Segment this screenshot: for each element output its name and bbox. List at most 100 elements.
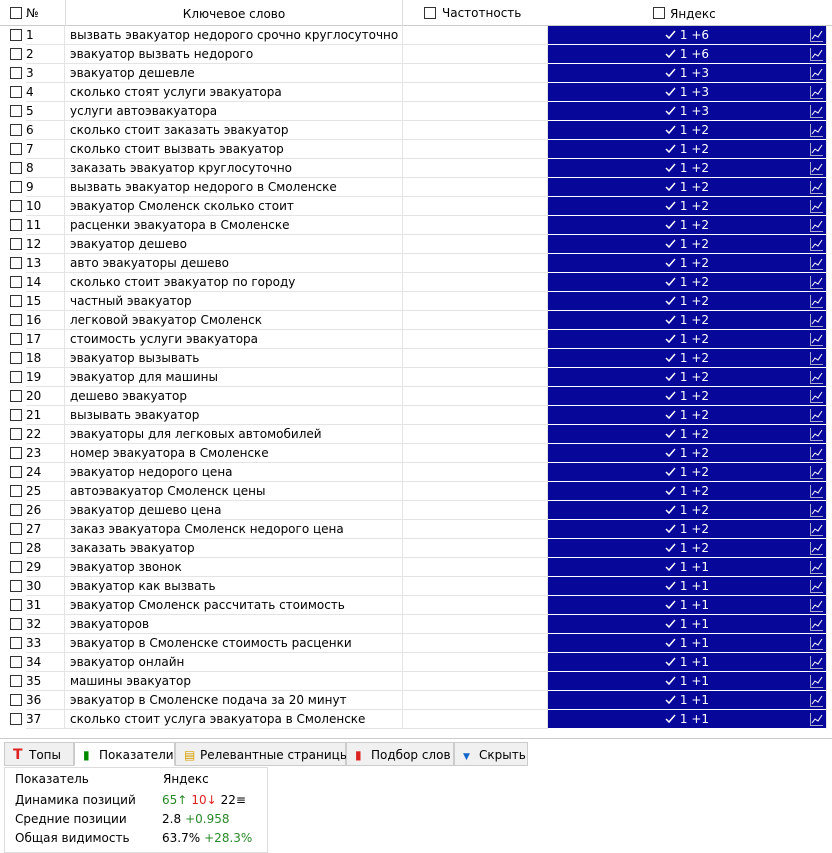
frequency <box>403 501 548 520</box>
checkbox[interactable] <box>10 504 22 516</box>
checkbox[interactable] <box>10 257 22 269</box>
checkbox[interactable] <box>10 295 22 307</box>
checkbox[interactable] <box>10 713 22 725</box>
chart-icon[interactable] <box>810 637 823 650</box>
checkbox[interactable] <box>10 181 22 193</box>
checkbox[interactable] <box>10 67 22 79</box>
chart-icon[interactable] <box>810 219 823 232</box>
chart-icon[interactable] <box>810 238 823 251</box>
checkbox[interactable] <box>10 447 22 459</box>
checkbox[interactable] <box>10 29 22 41</box>
chart-icon[interactable] <box>810 675 823 688</box>
position: 1 <box>679 142 688 156</box>
checkbox[interactable] <box>10 48 22 60</box>
chart-icon[interactable] <box>810 561 823 574</box>
position: 1 <box>679 579 688 593</box>
checkbox[interactable] <box>10 561 22 573</box>
chart-icon[interactable] <box>810 181 823 194</box>
yandex-cell: 1 +2 <box>548 159 827 178</box>
chart-icon[interactable] <box>810 105 823 118</box>
checkbox[interactable] <box>10 105 22 117</box>
chart-icon[interactable] <box>810 542 823 555</box>
keyword: эвакуатор Смоленск сколько стоит <box>65 197 403 216</box>
header-keyword[interactable]: Ключевое слово <box>65 0 403 26</box>
checkbox[interactable] <box>10 694 22 706</box>
checkbox[interactable] <box>10 637 22 649</box>
checkbox[interactable] <box>10 276 22 288</box>
chart-icon[interactable] <box>810 523 823 536</box>
chart-icon[interactable] <box>810 485 823 498</box>
checkbox[interactable] <box>10 656 22 668</box>
checkbox[interactable] <box>424 7 436 19</box>
chart-icon[interactable] <box>810 713 823 726</box>
chart-icon[interactable] <box>810 656 823 669</box>
chart-icon[interactable] <box>810 295 823 308</box>
header-frequency[interactable]: Частотность <box>442 6 522 20</box>
chart-icon[interactable] <box>810 257 823 270</box>
checkbox[interactable] <box>10 7 22 19</box>
checkbox[interactable] <box>10 219 22 231</box>
chart-icon[interactable] <box>810 86 823 99</box>
checkbox[interactable] <box>10 599 22 611</box>
chart-icon[interactable] <box>810 466 823 479</box>
chart-icon[interactable] <box>810 124 823 137</box>
checkbox[interactable] <box>10 675 22 687</box>
chart-icon[interactable] <box>810 599 823 612</box>
checkbox[interactable] <box>10 390 22 402</box>
tab[interactable]: ▼ Скрыть <box>454 742 528 766</box>
checkbox[interactable] <box>10 314 22 326</box>
keyword: номер эвакуатора в Смоленске <box>65 444 403 463</box>
chart-icon[interactable] <box>810 333 823 346</box>
position-change: +2 <box>691 351 710 365</box>
position: 1 <box>679 617 688 631</box>
row-number: 16 <box>26 311 65 330</box>
checkbox[interactable] <box>10 466 22 478</box>
chart-icon[interactable] <box>810 352 823 365</box>
yandex-cell: 1 +2 <box>548 178 827 197</box>
checkbox[interactable] <box>10 618 22 630</box>
checkbox[interactable] <box>10 542 22 554</box>
checkbox[interactable] <box>653 7 665 19</box>
chart-icon[interactable] <box>810 371 823 384</box>
tab[interactable]: T Топы <box>4 742 74 766</box>
checkbox[interactable] <box>10 352 22 364</box>
chart-icon[interactable] <box>810 67 823 80</box>
checkbox[interactable] <box>10 409 22 421</box>
header-yandex[interactable]: Яндекс <box>670 7 716 21</box>
position-change: +1 <box>691 674 710 688</box>
checkbox[interactable] <box>10 485 22 497</box>
chart-icon[interactable] <box>810 143 823 156</box>
chart-icon[interactable] <box>810 48 823 61</box>
chart-icon[interactable] <box>810 314 823 327</box>
checkbox[interactable] <box>10 162 22 174</box>
splitter[interactable] <box>0 738 832 739</box>
tab[interactable]: ▮ Показатели <box>74 742 175 766</box>
chart-icon[interactable] <box>810 409 823 422</box>
tab[interactable]: ▤ Релевантные страницы <box>175 742 349 766</box>
chart-icon[interactable] <box>810 428 823 441</box>
checkbox[interactable] <box>10 428 22 440</box>
checkbox[interactable] <box>10 200 22 212</box>
checkbox[interactable] <box>10 238 22 250</box>
position-change: +2 <box>691 446 710 460</box>
checkbox[interactable] <box>10 523 22 535</box>
tab[interactable]: ▮ Подбор слов <box>346 742 454 766</box>
checkbox[interactable] <box>10 333 22 345</box>
chart-icon[interactable] <box>810 162 823 175</box>
keyword: услуги автоэвакуатора <box>65 102 403 121</box>
chart-icon[interactable] <box>810 580 823 593</box>
chart-icon[interactable] <box>810 29 823 42</box>
checkbox[interactable] <box>10 86 22 98</box>
chart-icon[interactable] <box>810 447 823 460</box>
chart-icon[interactable] <box>810 200 823 213</box>
chart-icon[interactable] <box>810 390 823 403</box>
chart-icon[interactable] <box>810 618 823 631</box>
checkbox[interactable] <box>10 580 22 592</box>
check-icon <box>665 163 676 173</box>
chart-icon[interactable] <box>810 276 823 289</box>
chart-icon[interactable] <box>810 694 823 707</box>
checkbox[interactable] <box>10 124 22 136</box>
checkbox[interactable] <box>10 371 22 383</box>
chart-icon[interactable] <box>810 504 823 517</box>
checkbox[interactable] <box>10 143 22 155</box>
